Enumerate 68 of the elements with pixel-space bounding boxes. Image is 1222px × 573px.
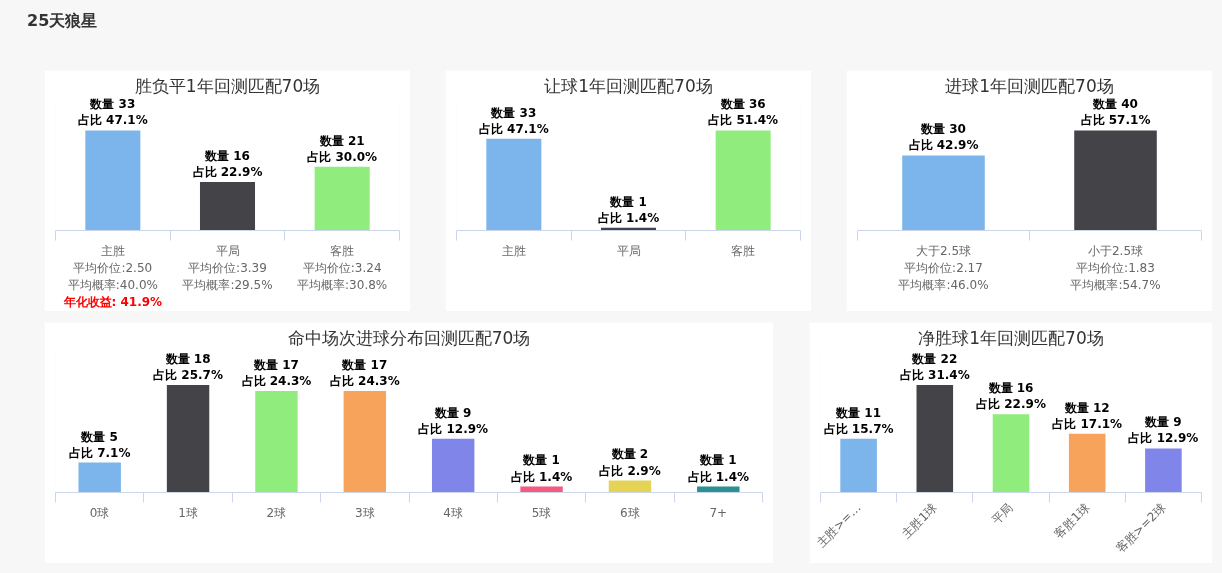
x-tick-label: 客胜1球 bbox=[1051, 500, 1093, 542]
text: 平均价位:2.17 bbox=[904, 260, 983, 275]
data-label: 数量 17 占比 24.3% bbox=[329, 357, 400, 388]
x-tick-label: 4球 bbox=[443, 505, 464, 520]
bar bbox=[992, 414, 1030, 493]
x-tick-label: 7+ bbox=[709, 505, 728, 520]
bar bbox=[78, 462, 121, 493]
data-label: 数量 33 占比 47.1% bbox=[478, 105, 549, 136]
data-label: 数量 16 占比 22.9% bbox=[976, 381, 1046, 412]
data-label: 数量 16 占比 22.9% bbox=[192, 148, 263, 180]
data-label: 数量 22 占比 31.4% bbox=[899, 351, 970, 382]
x-tick-label: 客胜 bbox=[330, 243, 355, 258]
data-label: 数量 9 占比 12.9% bbox=[418, 405, 489, 436]
text: 平均价位:1.83 bbox=[1076, 260, 1155, 275]
bar bbox=[840, 438, 877, 493]
data-label: 数量 11 占比 15.7% bbox=[823, 405, 894, 436]
bar bbox=[1068, 433, 1106, 493]
data-label: 数量 30 占比 42.9% bbox=[908, 122, 979, 153]
data-label: 数量 33 占比 47.1% bbox=[77, 97, 148, 128]
text: 25天狼星 bbox=[27, 10, 98, 32]
bar bbox=[431, 438, 475, 493]
data-label: 数量 12 占比 17.1% bbox=[1052, 400, 1123, 431]
x-tick-label: 大于2.5球 bbox=[915, 243, 972, 258]
x-tick-label: 0球 bbox=[89, 505, 110, 520]
x-tick-label: 小于2.5球 bbox=[1087, 243, 1144, 258]
bar bbox=[1145, 448, 1182, 493]
data-label: 数量 2 占比 2.9% bbox=[599, 447, 661, 478]
x-tick-label: 主胜 bbox=[501, 243, 526, 258]
x-tick-label: 3球 bbox=[355, 505, 375, 520]
bar bbox=[916, 384, 954, 493]
text: 平均概率:46.0% bbox=[898, 277, 989, 292]
text: 平均概率:29.5% bbox=[182, 277, 273, 292]
x-tick-label: 客胜 bbox=[731, 243, 756, 258]
chart-title: 进球1年回测匹配70场 bbox=[945, 75, 1114, 96]
data-label: 数量 21 占比 30.0% bbox=[307, 133, 378, 164]
x-tick-label: 2球 bbox=[266, 505, 287, 520]
chart-title: 净胜球1年回测匹配70场 bbox=[918, 327, 1104, 348]
data-label: 数量 1 占比 1.4% bbox=[597, 194, 660, 225]
x-tick-label: 平局 bbox=[616, 243, 641, 258]
chart-title: 让球1年回测匹配70场 bbox=[544, 75, 713, 96]
data-label: 数量 40 占比 57.1% bbox=[1080, 97, 1151, 128]
chart-title: 胜负平1年回测匹配70场 bbox=[134, 75, 321, 96]
x-tick-label: 主胜 bbox=[100, 243, 125, 258]
x-tick-label: 主胜1球 bbox=[899, 500, 940, 542]
data-label: 数量 9 占比 12.9% bbox=[1128, 415, 1199, 446]
x-tick-label: 平局 bbox=[989, 500, 1016, 528]
x-tick-label: 6球 bbox=[620, 505, 640, 520]
text: 平均价位:3.24 bbox=[302, 260, 382, 275]
bar bbox=[166, 384, 210, 493]
x-tick-label: 平局 bbox=[215, 243, 240, 258]
data-label: 数量 17 占比 24.3% bbox=[241, 357, 312, 388]
text: 平均概率:40.0% bbox=[67, 277, 158, 292]
data-label: 数量 18 占比 25.7% bbox=[153, 351, 223, 382]
bar bbox=[255, 390, 298, 493]
data-label: 数量 1 占比 1.4% bbox=[687, 453, 750, 484]
x-tick-label: 5球 bbox=[531, 505, 552, 520]
data-label: 数量 36 占比 51.4% bbox=[708, 97, 779, 128]
chart-title: 命中场次进球分布回测匹配70场 bbox=[287, 327, 531, 348]
text: 平均概率:30.8% bbox=[297, 277, 388, 292]
x-tick-label: 1球 bbox=[178, 505, 198, 520]
bar bbox=[608, 480, 652, 493]
text: 平均概率:54.7% bbox=[1070, 277, 1161, 292]
bar bbox=[343, 390, 387, 493]
data-label: 数量 1 占比 1.4% bbox=[510, 453, 573, 484]
text: 平均价位:2.50 bbox=[73, 260, 153, 275]
text: 平均价位:3.39 bbox=[188, 260, 267, 275]
text: 年化收益: 41.9% bbox=[62, 294, 163, 309]
data-label: 数量 5 占比 7.1% bbox=[68, 429, 131, 460]
